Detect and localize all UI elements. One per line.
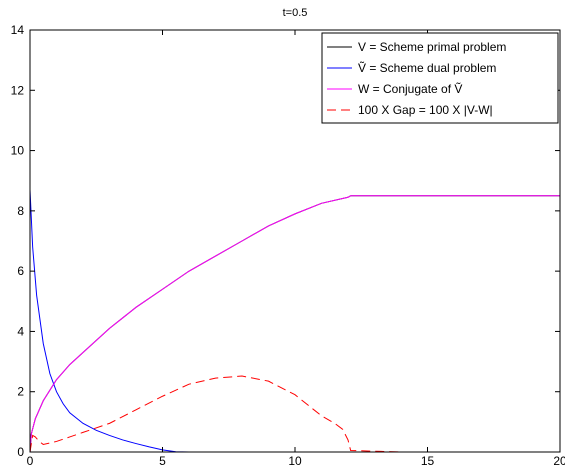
- series-line-4: [29, 375, 560, 453]
- x-tick-label: 20: [553, 454, 565, 466]
- y-tick-label: 10: [11, 144, 25, 158]
- legend-label-3: W = Conjugate of Ṽ: [358, 82, 462, 96]
- legend-label-2: Ṽ = Scheme dual problem: [358, 61, 496, 75]
- y-tick-label: 0: [17, 445, 24, 459]
- series-line-1: [29, 195, 560, 453]
- y-tick-label: 12: [11, 83, 25, 97]
- chart-title: t=0.5: [283, 7, 308, 19]
- plot-area: [29, 189, 560, 453]
- x-tick-label: 10: [288, 454, 302, 466]
- legend-box: [321, 32, 559, 124]
- x-tick-label: 15: [421, 454, 435, 466]
- legend: V = Scheme primal problem Ṽ = Scheme dual…: [321, 32, 559, 124]
- x-tick-label: 0: [27, 454, 34, 466]
- y-tick-label: 4: [17, 324, 24, 338]
- y-tick-label: 2: [17, 385, 24, 399]
- legend-label-4: 100 X Gap = 100 X |V-W|: [358, 103, 493, 117]
- x-tick-label: 5: [159, 454, 166, 466]
- y-tick-label: 8: [17, 204, 24, 218]
- series-line-3: [29, 195, 560, 453]
- axes: 0 5 10 15 20 0 2 4 6 8 10 12 14: [11, 23, 565, 466]
- legend-label-1: V = Scheme primal problem: [358, 40, 506, 54]
- y-tick-label: 6: [17, 264, 24, 278]
- y-tick-label: 14: [11, 23, 25, 37]
- series-line-2: [29, 189, 560, 453]
